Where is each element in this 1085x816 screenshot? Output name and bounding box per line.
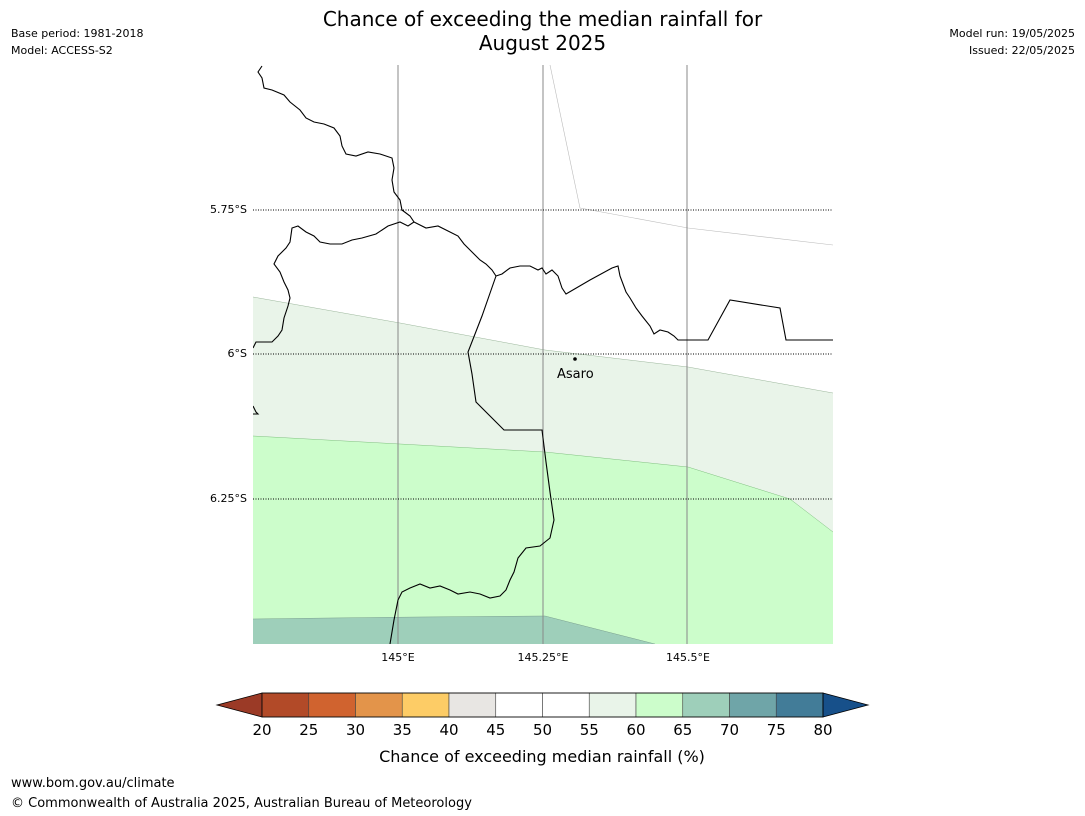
- faint-boundary: [549, 65, 833, 246]
- boundary-line-east: [413, 221, 833, 341]
- colorbar-bin: [542, 692, 590, 718]
- colorbar-bin: [588, 692, 637, 718]
- colorbar-tick-label: 25: [299, 721, 318, 739]
- colorbar: 20 25 30 35 40 45 50 55 60 65 70 75 80: [215, 692, 870, 739]
- colorbar-bin: [775, 692, 824, 718]
- model-text: Model: ACCESS-S2: [11, 44, 113, 57]
- colorbar-tick-label: 30: [346, 721, 365, 739]
- colorbar-tick-label: 45: [486, 721, 505, 739]
- colorbar-tick-label: 65: [673, 721, 692, 739]
- colorbar-tick-label: 35: [393, 721, 412, 739]
- lon-label-145.25: 145.25°E: [518, 651, 569, 664]
- colorbar-bin: [448, 692, 497, 718]
- boundary-line-north: [253, 65, 415, 349]
- title-line-2: August 2025: [478, 31, 607, 55]
- colorbar-bin: [401, 692, 450, 718]
- boundary-line-south: [389, 275, 555, 644]
- base-period-text: Base period: 1981-2018: [11, 27, 144, 40]
- colorbar-tick-label: 80: [813, 721, 832, 739]
- colorbar-bin: [355, 692, 403, 718]
- map-title: Chance of exceeding the median rainfall …: [0, 7, 1085, 55]
- footer-copyright: © Commonwealth of Australia 2025, Austra…: [11, 796, 472, 811]
- colorbar-tick-label: 75: [767, 721, 786, 739]
- asaro-marker: [573, 357, 577, 361]
- colorbar-bin: [308, 692, 356, 718]
- colorbar-tick-label: 20: [252, 721, 271, 739]
- lat-label-6.25: 6.25°S: [210, 492, 247, 505]
- colorbar-bin: [682, 692, 730, 718]
- footer-url[interactable]: www.bom.gov.au/climate: [11, 776, 175, 791]
- colorbar-tick-label: 50: [533, 721, 552, 739]
- boundary-fragment-west: [253, 405, 260, 415]
- title-line-1: Chance of exceeding the median rainfall …: [322, 7, 763, 31]
- colorbar-tick-label: 60: [626, 721, 645, 739]
- map-area: [253, 65, 833, 644]
- lat-label-5.75: 5.75°S: [210, 203, 247, 216]
- colorbar-bin: [635, 692, 684, 718]
- colorbar-bin: [261, 692, 310, 718]
- colorbar-over-arrow: [822, 692, 870, 718]
- lat-label-6: 6°S: [228, 347, 247, 360]
- model-run-text: Model run: 19/05/2025: [949, 27, 1075, 40]
- region-65-70: [253, 616, 655, 644]
- colorbar-bin: [729, 692, 777, 718]
- colorbar-tick-label: 55: [580, 721, 599, 739]
- colorbar-under-arrow: [215, 692, 263, 718]
- lon-label-145.5: 145.5°E: [666, 651, 710, 664]
- asaro-label: Asaro: [557, 367, 594, 382]
- colorbar-tick-label: 70: [720, 721, 739, 739]
- colorbar-bin: [495, 692, 543, 718]
- lon-label-145: 145°E: [381, 651, 414, 664]
- colorbar-label: Chance of exceeding median rainfall (%): [379, 747, 705, 766]
- issued-text: Issued: 22/05/2025: [968, 44, 1075, 57]
- colorbar-tick-label: 40: [439, 721, 458, 739]
